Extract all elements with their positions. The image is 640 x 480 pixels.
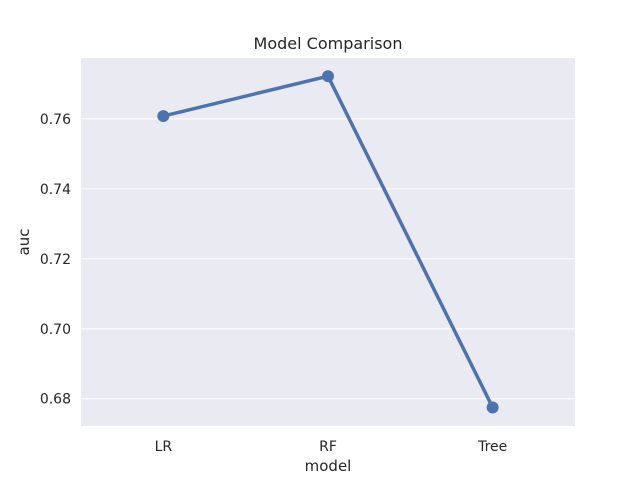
y-axis-title: auc — [15, 229, 33, 256]
y-tick-label: 0.74 — [40, 182, 71, 198]
y-tick-label: 0.68 — [40, 392, 71, 408]
y-tick-label: 0.72 — [40, 252, 71, 268]
data-point-rf — [322, 70, 334, 83]
y-tick-label: 0.70 — [40, 322, 71, 338]
y-tick-label: 0.76 — [40, 112, 71, 128]
plot-area — [81, 58, 575, 426]
y-tick-labels: 0.68 0.70 0.72 0.74 0.76 — [40, 112, 71, 408]
x-axis-title: model — [305, 457, 352, 475]
x-tick-labels: LR RF Tree — [155, 439, 508, 455]
series-layer — [157, 70, 499, 414]
data-point-lr — [157, 110, 170, 123]
x-tick-label: Tree — [477, 439, 507, 455]
data-point-tree — [486, 401, 499, 414]
chart-title: Model Comparison — [254, 34, 403, 53]
x-tick-label: LR — [155, 439, 173, 455]
x-tick-label: RF — [319, 439, 337, 455]
